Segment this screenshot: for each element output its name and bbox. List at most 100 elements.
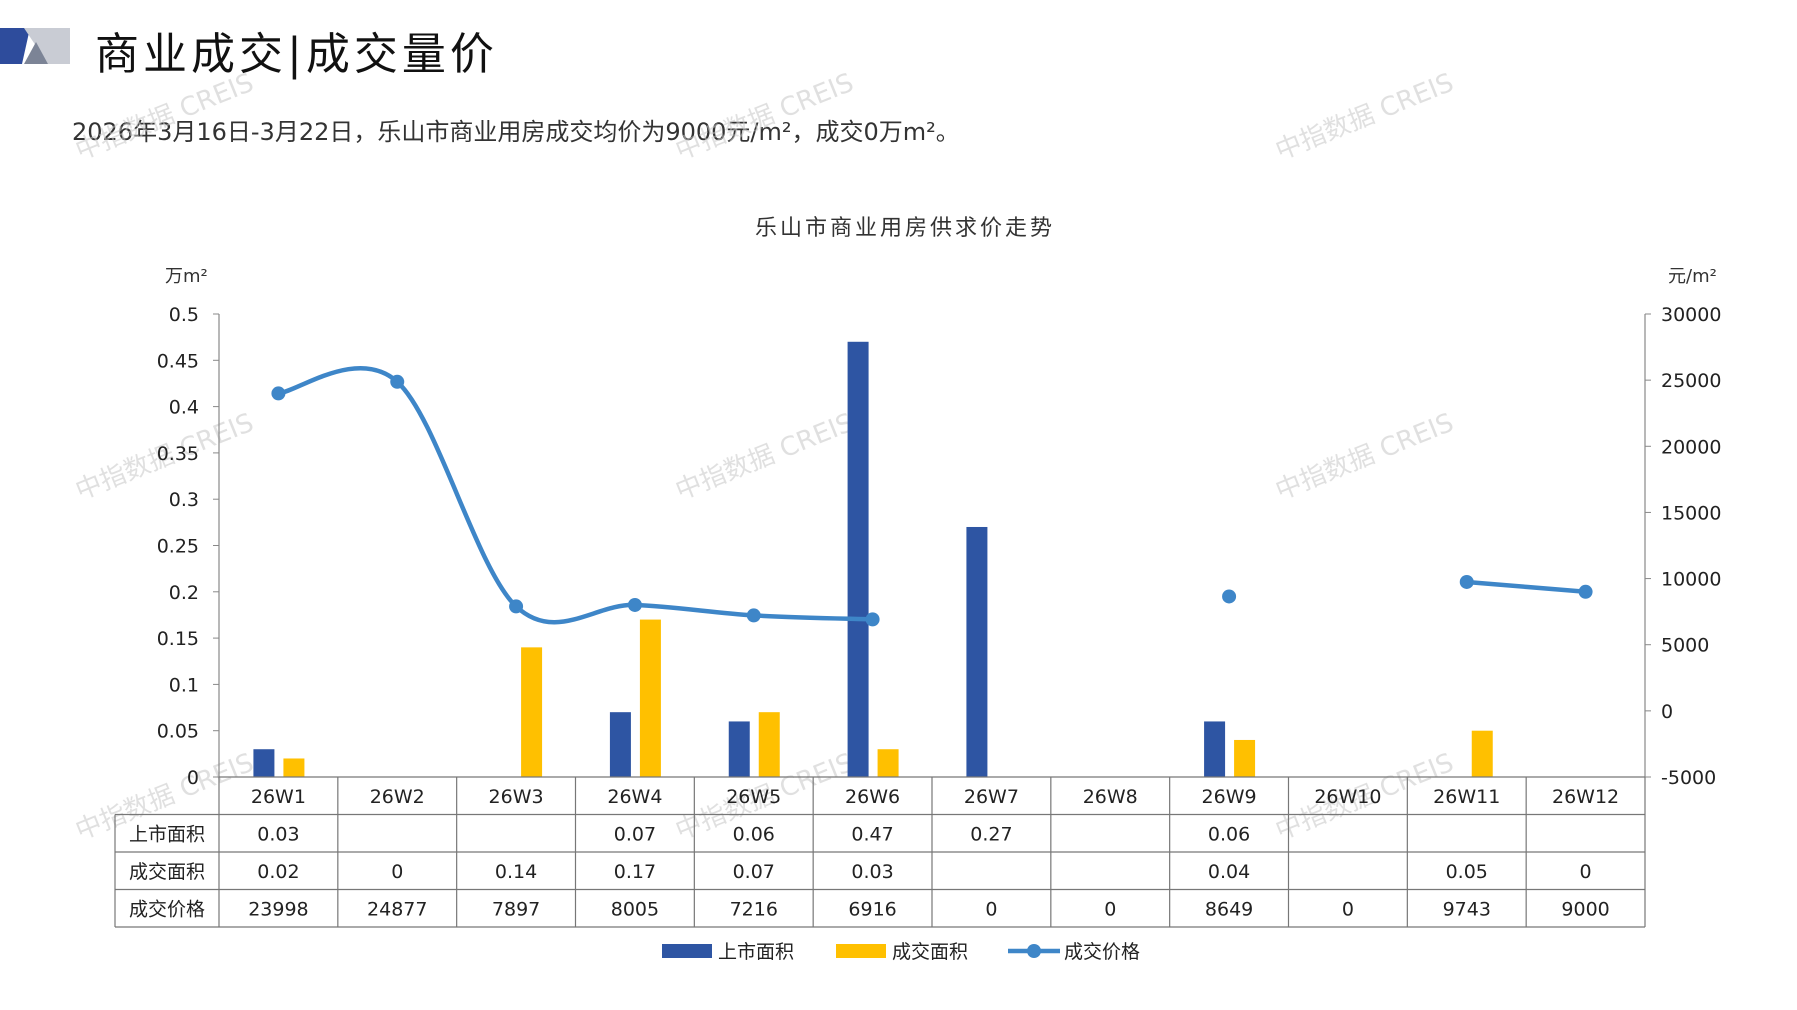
table-cell: 6916 [848, 898, 896, 920]
legend-label: 上市面积 [718, 941, 794, 963]
table-cell: 0.05 [1446, 861, 1488, 883]
watermark-text: 中指数据 CREIS [71, 68, 258, 167]
price-point [865, 612, 880, 627]
summary-text: 2026年3月16日-3月22日，乐山市商业用房成交均价为9000元/m²，成交… [72, 118, 960, 146]
category-label: 26W11 [1433, 786, 1500, 808]
table-cell: 0 [391, 861, 403, 883]
left-tick-label: 0.15 [157, 628, 199, 650]
legend-label: 成交面积 [892, 941, 968, 963]
bar-supply-area [847, 341, 869, 777]
table-cell: 0.03 [851, 861, 893, 883]
logo-mid-shape [24, 42, 48, 64]
right-axis-unit: 元/m² [1668, 266, 1717, 287]
watermark-text: 中指数据 CREIS [1271, 408, 1458, 507]
table-cell: 0.07 [733, 861, 775, 883]
price-point [627, 597, 642, 612]
right-tick-label: -5000 [1661, 767, 1716, 789]
legend-swatch [836, 944, 886, 958]
left-tick-label: 0.35 [157, 443, 199, 465]
left-tick-label: 0 [187, 767, 199, 789]
right-tick-label: 15000 [1661, 502, 1721, 524]
legend-marker [1027, 944, 1041, 958]
category-label: 26W1 [251, 786, 306, 808]
left-tick-label: 0.5 [169, 304, 199, 326]
category-label: 26W4 [607, 786, 662, 808]
table-cell: 0.06 [733, 823, 775, 845]
bar-supply-area [728, 721, 750, 777]
table-cell: 0.02 [257, 861, 299, 883]
bar-deal-area [758, 712, 780, 777]
price-line-series [277, 366, 873, 625]
table-cell: 0.17 [614, 861, 656, 883]
price-point [509, 599, 524, 614]
table-cell: 0.14 [495, 861, 537, 883]
bars-layer [253, 341, 1493, 777]
right-tick-label: 20000 [1661, 436, 1721, 458]
bar-deal-area [283, 758, 305, 777]
left-tick-label: 0.4 [169, 397, 199, 419]
price-line-layer [271, 366, 1593, 627]
category-label: 26W10 [1314, 786, 1381, 808]
table-cell: 0.03 [257, 823, 299, 845]
right-tick-label: 30000 [1661, 304, 1721, 326]
category-label: 26W6 [845, 786, 900, 808]
table-cell: 7897 [492, 898, 540, 920]
table-cell: 0 [1104, 898, 1116, 920]
left-tick-label: 0.2 [169, 582, 199, 604]
table-row-header: 成交面积 [129, 861, 205, 883]
price-line-series [1466, 579, 1586, 595]
legend: 上市面积 成交面积 成交价格 [662, 941, 1140, 963]
price-point [390, 374, 405, 389]
watermark-text: 中指数据 CREIS [671, 408, 858, 507]
table-cell: 0 [1580, 861, 1592, 883]
bar-deal-area [877, 749, 899, 777]
logo-dark-shape [0, 28, 30, 64]
table-cell: 0.07 [614, 823, 656, 845]
table-cell: 8005 [611, 898, 659, 920]
page-title: 商业成交|成交量价 [95, 29, 498, 80]
category-label: 26W3 [489, 786, 544, 808]
table-cell: 23998 [248, 898, 308, 920]
table-cell: 7216 [730, 898, 778, 920]
watermark-text: 中指数据 CREIS [1271, 68, 1458, 167]
bar-deal-area [639, 619, 661, 777]
right-tick-label: 0 [1661, 701, 1673, 723]
left-axis-unit: 万m² [165, 266, 208, 287]
category-label: 26W9 [1202, 786, 1257, 808]
table-cell: 0.47 [851, 823, 893, 845]
table-cell: 0.06 [1208, 823, 1250, 845]
table-row-header: 上市面积 [129, 823, 205, 845]
watermark-text: 中指数据 CREIS [671, 68, 858, 167]
table-cell: 0.27 [970, 823, 1012, 845]
table-cell: 8649 [1205, 898, 1253, 920]
table-cell: 0 [1342, 898, 1354, 920]
table-row-header: 成交价格 [129, 898, 205, 920]
legend-label: 成交价格 [1064, 941, 1140, 963]
left-tick-label: 0.1 [169, 674, 199, 696]
price-point [1222, 589, 1237, 604]
brand-logo [0, 28, 70, 64]
left-tick-label: 0.45 [157, 350, 199, 372]
category-label: 26W7 [964, 786, 1019, 808]
left-tick-label: 0.25 [157, 536, 199, 558]
price-point [1578, 584, 1593, 599]
table-cell: 24877 [367, 898, 427, 920]
category-label: 26W12 [1552, 786, 1619, 808]
category-label: 26W5 [726, 786, 781, 808]
axes-layer: 0.5 0.45 0.4 0.35 0.3 0.25 0.2 0.15 0.1 0.05 0 3000… [157, 304, 1722, 789]
price-point [746, 608, 761, 623]
right-tick-label: 5000 [1661, 635, 1709, 657]
table-cell: 0.04 [1208, 861, 1250, 883]
data-table: 26W1 26W2 26W3 26W4 26W5 26W6 26W7 26W8 26W9 26W1… [114, 776, 1646, 928]
right-tick-label: 25000 [1661, 370, 1721, 392]
category-label: 26W2 [370, 786, 425, 808]
bar-supply-area [966, 526, 988, 777]
left-tick-label: 0.05 [157, 721, 199, 743]
category-label: 26W8 [1083, 786, 1138, 808]
logo-light-shape [24, 28, 70, 64]
bar-supply-area [609, 712, 631, 777]
bar-deal-area [521, 647, 543, 777]
table-cell: 0 [985, 898, 997, 920]
left-tick-label: 0.3 [169, 489, 199, 511]
